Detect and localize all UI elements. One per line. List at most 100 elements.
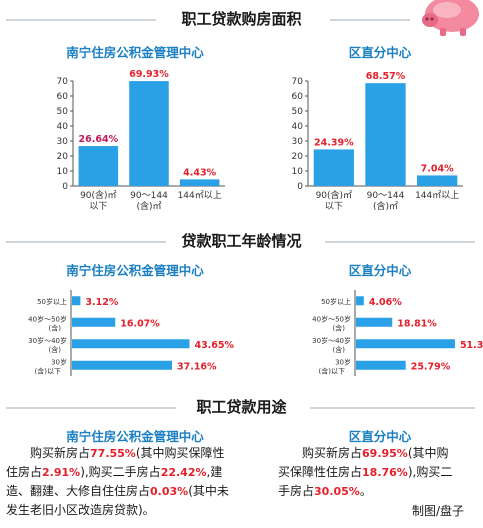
y-tick-label: 20 bbox=[292, 152, 304, 162]
data-label: 24.39% bbox=[314, 137, 354, 148]
text: (其中购 bbox=[407, 446, 449, 460]
data-label: 69.93% bbox=[129, 69, 169, 80]
bar bbox=[417, 175, 458, 186]
usage-right-text: 购买新房占69.95%(其中购 买保障性住房占18.76%),购买二 手房占30… bbox=[278, 444, 478, 501]
y-tick-label: 40 bbox=[57, 122, 69, 132]
x-tick-label: 90(含)㎡ bbox=[80, 189, 116, 201]
y-tick-label: 30岁 bbox=[51, 357, 67, 366]
bar bbox=[356, 339, 455, 349]
y-tick-label: 0 bbox=[297, 182, 303, 192]
usage-right-title: 区直分中心 bbox=[348, 429, 412, 444]
text: (其中未 bbox=[188, 484, 229, 498]
y-tick-label: 30岁～40岁 bbox=[28, 336, 67, 345]
text: (其中购买保障性 bbox=[135, 446, 225, 460]
bar bbox=[78, 146, 119, 186]
value: 2.91% bbox=[42, 466, 81, 479]
data-label: 18.81% bbox=[397, 318, 437, 329]
x-tick-label: 以下 bbox=[325, 202, 343, 212]
value: 69.95% bbox=[362, 447, 408, 460]
y-tick-label: 70 bbox=[57, 77, 69, 87]
usage-left-text: 购买新房占77.55%(其中购买保障性 住房占2.91%),购买二手房占22.4… bbox=[6, 444, 261, 520]
data-label: 3.12% bbox=[85, 297, 118, 308]
section-title-area: 职工贷款购房面积 bbox=[181, 10, 302, 28]
text: ,建 bbox=[206, 465, 223, 479]
bar bbox=[72, 339, 190, 349]
y-tick-label: 20 bbox=[57, 152, 69, 162]
y-tick-label: 0 bbox=[62, 182, 68, 192]
y-tick-label: (含) bbox=[333, 323, 346, 332]
y-tick-label: 70 bbox=[292, 77, 304, 87]
chart3-title: 南宁住房公积金管理中心 bbox=[66, 263, 204, 278]
y-tick-label: (含) bbox=[49, 345, 62, 354]
y-tick-label: 40 bbox=[292, 122, 304, 132]
section-divider-right bbox=[310, 407, 475, 409]
value: 77.55% bbox=[90, 447, 136, 460]
section-divider-left bbox=[6, 407, 176, 409]
value: 22.42% bbox=[160, 466, 207, 479]
x-tick-label: (含)㎡ bbox=[136, 200, 161, 212]
chart1-title: 南宁住房公积金管理中心 bbox=[66, 45, 204, 60]
x-tick-label: 以下 bbox=[89, 202, 107, 212]
text: ),购买二手房占 bbox=[80, 465, 161, 479]
value: 0.03% bbox=[150, 485, 189, 498]
bar bbox=[72, 360, 172, 370]
chart2-title: 区直分中心 bbox=[348, 45, 412, 60]
bar bbox=[72, 317, 116, 327]
bar bbox=[179, 179, 220, 186]
data-label: 4.43% bbox=[183, 167, 216, 178]
x-tick-label: 90～144 bbox=[130, 191, 168, 201]
x-tick-label: 144㎡以上 bbox=[415, 190, 459, 201]
bar bbox=[129, 81, 169, 186]
y-tick-label: 30 bbox=[57, 137, 69, 147]
y-tick-label: 60 bbox=[292, 92, 304, 102]
text: 买保障性住房占 bbox=[278, 465, 363, 479]
y-tick-label: 50 bbox=[292, 107, 304, 117]
data-label: 68.57% bbox=[366, 71, 406, 82]
text: 造、翻建、大修自住住房占 bbox=[6, 484, 151, 498]
y-tick-label: (含)以下 bbox=[35, 366, 61, 375]
y-tick-label: (含) bbox=[49, 323, 62, 332]
section-title-usage: 职工贷款用途 bbox=[196, 398, 287, 416]
usage-left-title: 南宁住房公积金管理中心 bbox=[66, 429, 204, 444]
y-tick-label: 30岁～40岁 bbox=[312, 336, 351, 345]
y-tick-label: (含)以下 bbox=[319, 366, 345, 375]
text: 手房占 bbox=[278, 484, 315, 498]
data-label: 7.04% bbox=[421, 163, 454, 174]
value: 18.76% bbox=[362, 466, 408, 479]
credit-text: 制图/盘子 bbox=[412, 504, 465, 518]
x-tick-label: (含)㎡ bbox=[373, 200, 398, 212]
bar bbox=[356, 296, 364, 306]
x-tick-label: 144㎡以上 bbox=[178, 190, 222, 201]
y-tick-label: 50 bbox=[57, 107, 69, 117]
y-tick-label: 40岁～50岁 bbox=[28, 314, 67, 323]
chart4-title: 区直分中心 bbox=[348, 263, 412, 278]
bar bbox=[72, 296, 81, 306]
y-tick-label: 40岁～50岁 bbox=[312, 314, 351, 323]
data-label: 37.16% bbox=[177, 361, 217, 372]
value: 30.05% bbox=[314, 485, 360, 498]
section-title-age: 贷款职工年龄情况 bbox=[181, 232, 302, 250]
data-label: 51.34% bbox=[460, 340, 483, 351]
y-tick-label: 30 bbox=[292, 137, 304, 147]
section-divider-right bbox=[330, 19, 410, 21]
text: 住房占 bbox=[6, 465, 43, 479]
bar bbox=[365, 83, 406, 186]
bar bbox=[356, 317, 393, 327]
text: 购买新房占 bbox=[30, 446, 91, 460]
data-label: 25.79% bbox=[411, 361, 451, 372]
x-tick-label: 90～144 bbox=[367, 191, 405, 201]
section-divider-right bbox=[325, 241, 475, 243]
text: 购买新房占 bbox=[302, 446, 363, 460]
y-tick-label: 50岁以上 bbox=[37, 297, 67, 306]
data-label: 43.65% bbox=[194, 340, 234, 351]
data-label: 16.07% bbox=[120, 318, 160, 329]
bar bbox=[356, 360, 406, 370]
section-divider-left bbox=[6, 241, 166, 243]
text: 。 bbox=[359, 484, 372, 498]
y-tick-label: (含) bbox=[333, 345, 346, 354]
text: ),购买二 bbox=[407, 465, 453, 479]
